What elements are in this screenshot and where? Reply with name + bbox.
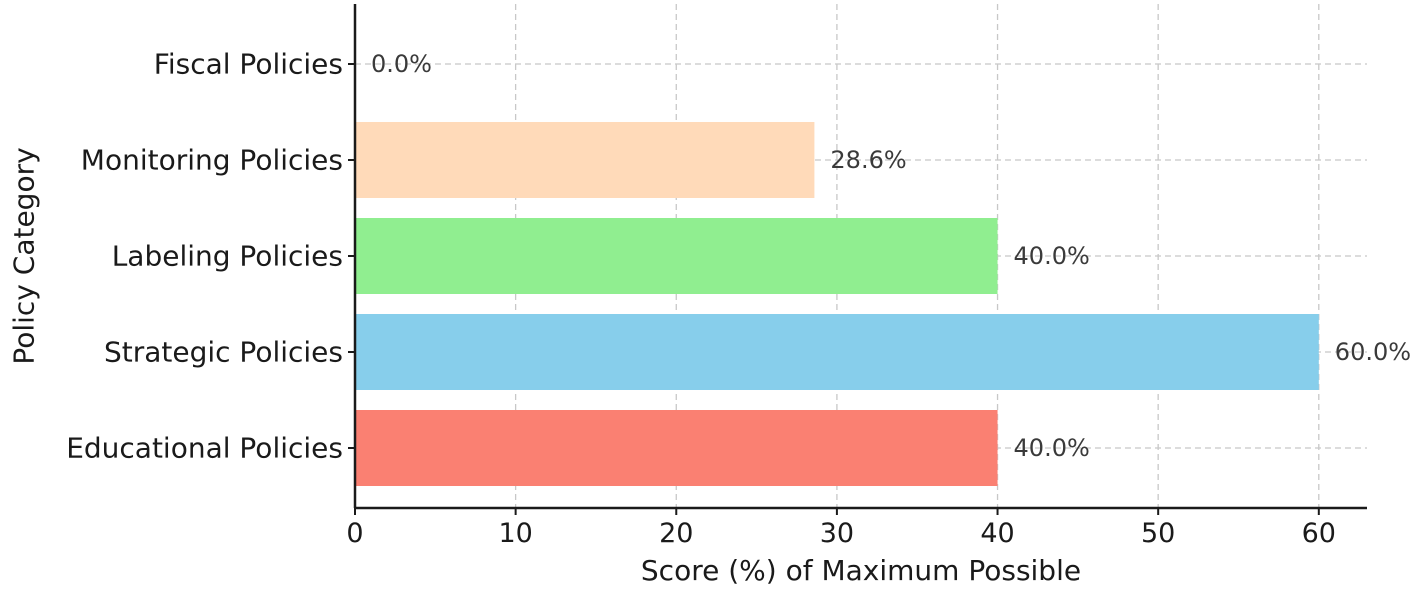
x-tick-label: 10 xyxy=(498,518,532,549)
value-label: 40.0% xyxy=(1014,434,1090,462)
x-tick-label: 20 xyxy=(659,518,693,549)
bar xyxy=(355,122,815,198)
value-label: 28.6% xyxy=(830,146,906,174)
value-label: 60.0% xyxy=(1335,338,1411,366)
category-label: Monitoring Policies xyxy=(81,144,343,177)
bar xyxy=(355,218,998,294)
category-label: Labeling Policies xyxy=(112,240,343,273)
x-tick-label: 30 xyxy=(820,518,854,549)
category-label: Educational Policies xyxy=(66,432,343,465)
y-axis-title: Policy Category xyxy=(8,147,41,364)
tick-marks: 0 10 20 30 40 50 60 Educational Policies Strateg… xyxy=(66,48,1336,550)
data-labels: 40.0% 60.0% 40.0% 28.6% 0.0% xyxy=(371,50,1411,462)
bar xyxy=(355,314,1319,390)
value-label: 0.0% xyxy=(371,50,432,78)
x-tick-label: 50 xyxy=(1141,518,1175,549)
category-label: Fiscal Policies xyxy=(154,48,343,81)
category-label: Strategic Policies xyxy=(104,336,343,369)
x-tick-label: 60 xyxy=(1302,518,1336,549)
bars xyxy=(355,122,1319,486)
value-label: 40.0% xyxy=(1014,242,1090,270)
x-tick-label: 40 xyxy=(980,518,1014,549)
x-tick-label: 0 xyxy=(346,518,363,549)
x-axis-title: Score (%) of Maximum Possible xyxy=(641,554,1081,587)
bar xyxy=(355,410,998,486)
